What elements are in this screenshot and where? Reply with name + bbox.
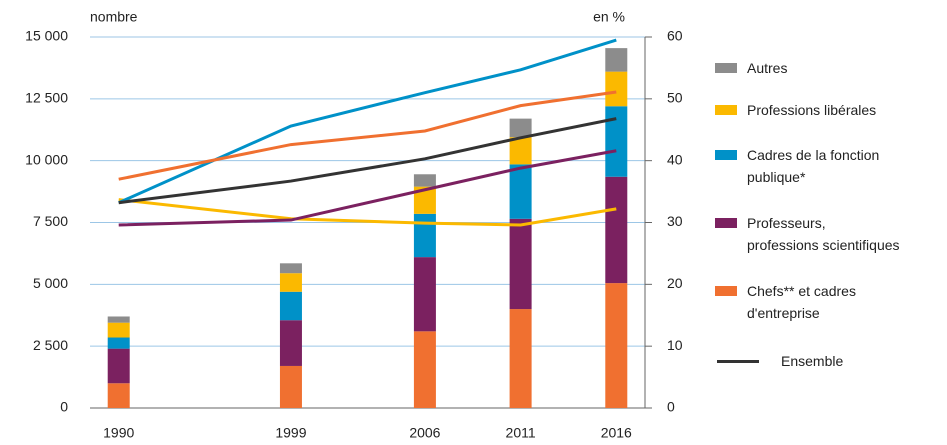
legend-item: Professions libérales <box>713 99 876 121</box>
legend-label: Autres <box>747 60 788 76</box>
legend-label: Cadres de la fonction publique* <box>747 147 880 185</box>
legend-item: Professeurs, professions scientifiques <box>713 212 900 256</box>
bar-segment <box>279 320 302 366</box>
line <box>118 198 617 227</box>
bar-segment <box>279 365 302 408</box>
y-tick-label: 10 000 <box>25 151 68 167</box>
legend-item: Chefs** et cadres d'entreprise <box>713 280 856 324</box>
legend-swatch <box>715 218 737 228</box>
legend-swatch <box>715 286 737 296</box>
bar-segment <box>509 118 532 138</box>
legend-swatch <box>715 63 737 73</box>
legend-swatch <box>717 360 759 363</box>
bar-segment <box>107 316 130 323</box>
bar-segment <box>107 348 130 384</box>
legend-item: Ensemble <box>713 350 843 372</box>
y2-tick-label: 40 <box>667 151 683 167</box>
legend-item: Autres <box>713 57 787 79</box>
x-tick-label: 2006 <box>409 425 440 441</box>
y-tick-label: 2 500 <box>33 337 68 353</box>
x-tick-label: 2011 <box>506 425 536 441</box>
bar-segment <box>509 218 532 310</box>
y-tick-label: 0 <box>60 399 68 415</box>
x-tick-label: 1999 <box>275 425 306 441</box>
line <box>118 117 617 205</box>
legend-label: Chefs** et cadres d'entreprise <box>747 283 856 321</box>
y2-axis-label: en % <box>593 9 625 25</box>
bar-segment <box>279 291 302 321</box>
y-tick-label: 15 000 <box>25 28 68 44</box>
bar-segment <box>605 283 628 408</box>
line <box>118 149 617 227</box>
bar-segment <box>413 213 436 258</box>
bar-segment <box>279 263 302 274</box>
legend-label: Ensemble <box>781 353 844 369</box>
bar-segment <box>413 186 436 214</box>
y-tick-label: 7 500 <box>33 213 68 229</box>
bar-segment <box>413 257 436 332</box>
y2-tick-label: 10 <box>667 337 683 353</box>
legend-label: Professeurs, professions scientifiques <box>747 215 900 253</box>
y2-tick-label: 20 <box>667 275 683 291</box>
y2-tick-label: 0 <box>667 399 675 415</box>
bar-segment <box>605 176 628 284</box>
y2-tick-label: 30 <box>667 213 683 229</box>
legend-label: Professions libérales <box>747 102 877 118</box>
bar-segment <box>107 383 130 408</box>
legend-item: Cadres de la fonction publique* <box>713 144 879 188</box>
bar-segment <box>107 322 130 338</box>
legend-swatch <box>715 105 737 115</box>
legend-swatch <box>715 150 737 160</box>
bar-segment <box>413 331 436 408</box>
y-axis-label: nombre <box>90 9 138 25</box>
bar-segment <box>509 309 532 408</box>
bar-segment <box>107 337 130 349</box>
x-tick-label: 2016 <box>601 425 632 441</box>
bar-segment <box>605 106 628 177</box>
line <box>118 90 617 181</box>
bar-segment <box>509 164 532 219</box>
bar-segment <box>413 174 436 187</box>
y-tick-label: 5 000 <box>33 275 68 291</box>
bar-segment <box>509 137 532 165</box>
y2-tick-label: 50 <box>667 90 683 106</box>
line <box>118 38 617 205</box>
bar-segment <box>279 273 302 292</box>
bar-segment <box>605 48 628 72</box>
y-tick-label: 12 500 <box>25 90 68 106</box>
y2-tick-label: 60 <box>667 28 683 44</box>
bar-segment <box>605 71 628 107</box>
x-tick-label: 1990 <box>103 425 134 441</box>
